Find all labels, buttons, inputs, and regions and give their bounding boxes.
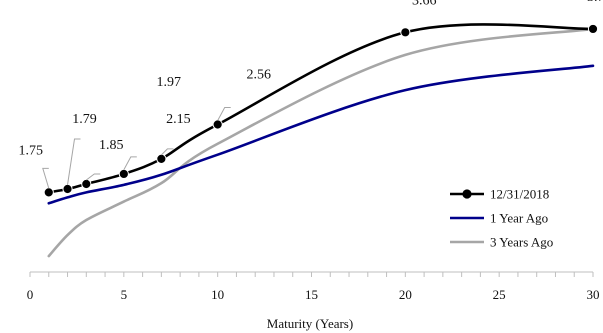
series-0-marker bbox=[212, 119, 223, 130]
series-0-marker bbox=[43, 187, 54, 198]
x-tick-label: 5 bbox=[121, 287, 128, 302]
data-label-leader bbox=[67, 138, 81, 186]
data-label: 2.15 bbox=[166, 112, 191, 127]
data-label: 2.56 bbox=[246, 68, 271, 83]
legend: 12/31/2018 1 Year Ago 3 Years Ago bbox=[450, 187, 553, 250]
series-line-2 bbox=[47, 27, 595, 258]
x-tick-label: 25 bbox=[493, 287, 506, 302]
x-tick-label: 0 bbox=[27, 287, 34, 302]
legend-label-0: 12/31/2018 bbox=[490, 187, 549, 202]
data-label-leader bbox=[86, 173, 101, 181]
data-label-leader bbox=[123, 156, 137, 171]
legend-marker bbox=[462, 189, 472, 199]
series-0-marker bbox=[156, 153, 167, 164]
data-labels-layer: 1.75 1.791.85 1.97 2.15 2.56 3.66 3.7 bbox=[19, 0, 603, 189]
data-label: 3.7 bbox=[587, 0, 603, 5]
data-label: 3.66 bbox=[412, 0, 437, 8]
series-line-1 bbox=[47, 64, 595, 205]
x-tick-label: 10 bbox=[211, 287, 224, 302]
series-0-marker bbox=[400, 27, 411, 38]
data-label: 1.85 bbox=[99, 138, 124, 153]
legend-label-2: 3 Years Ago bbox=[490, 235, 553, 250]
plot-area bbox=[47, 23, 595, 258]
series-0-marker bbox=[62, 183, 73, 195]
series-0-marker bbox=[587, 23, 599, 35]
data-label-leader bbox=[217, 107, 231, 121]
series-0-marker bbox=[81, 178, 92, 190]
markers-layer bbox=[43, 23, 599, 198]
x-axis: 0 5 10 15 20 25 30 bbox=[27, 271, 600, 302]
x-tick-label: 15 bbox=[305, 287, 318, 302]
x-tick-label: 20 bbox=[399, 287, 412, 302]
series-0-marker bbox=[118, 168, 129, 180]
data-label-leader bbox=[161, 148, 174, 156]
legend-label-1: 1 Year Ago bbox=[490, 211, 548, 226]
x-axis-title: Maturity (Years) bbox=[267, 316, 353, 331]
data-label: 1.75 bbox=[19, 143, 44, 158]
series-line-0 bbox=[47, 23, 595, 194]
data-label: 1.79 bbox=[72, 112, 97, 127]
data-label-leader bbox=[42, 167, 50, 189]
data-label: 1.97 bbox=[157, 75, 182, 90]
x-tick-label: 30 bbox=[587, 287, 600, 302]
